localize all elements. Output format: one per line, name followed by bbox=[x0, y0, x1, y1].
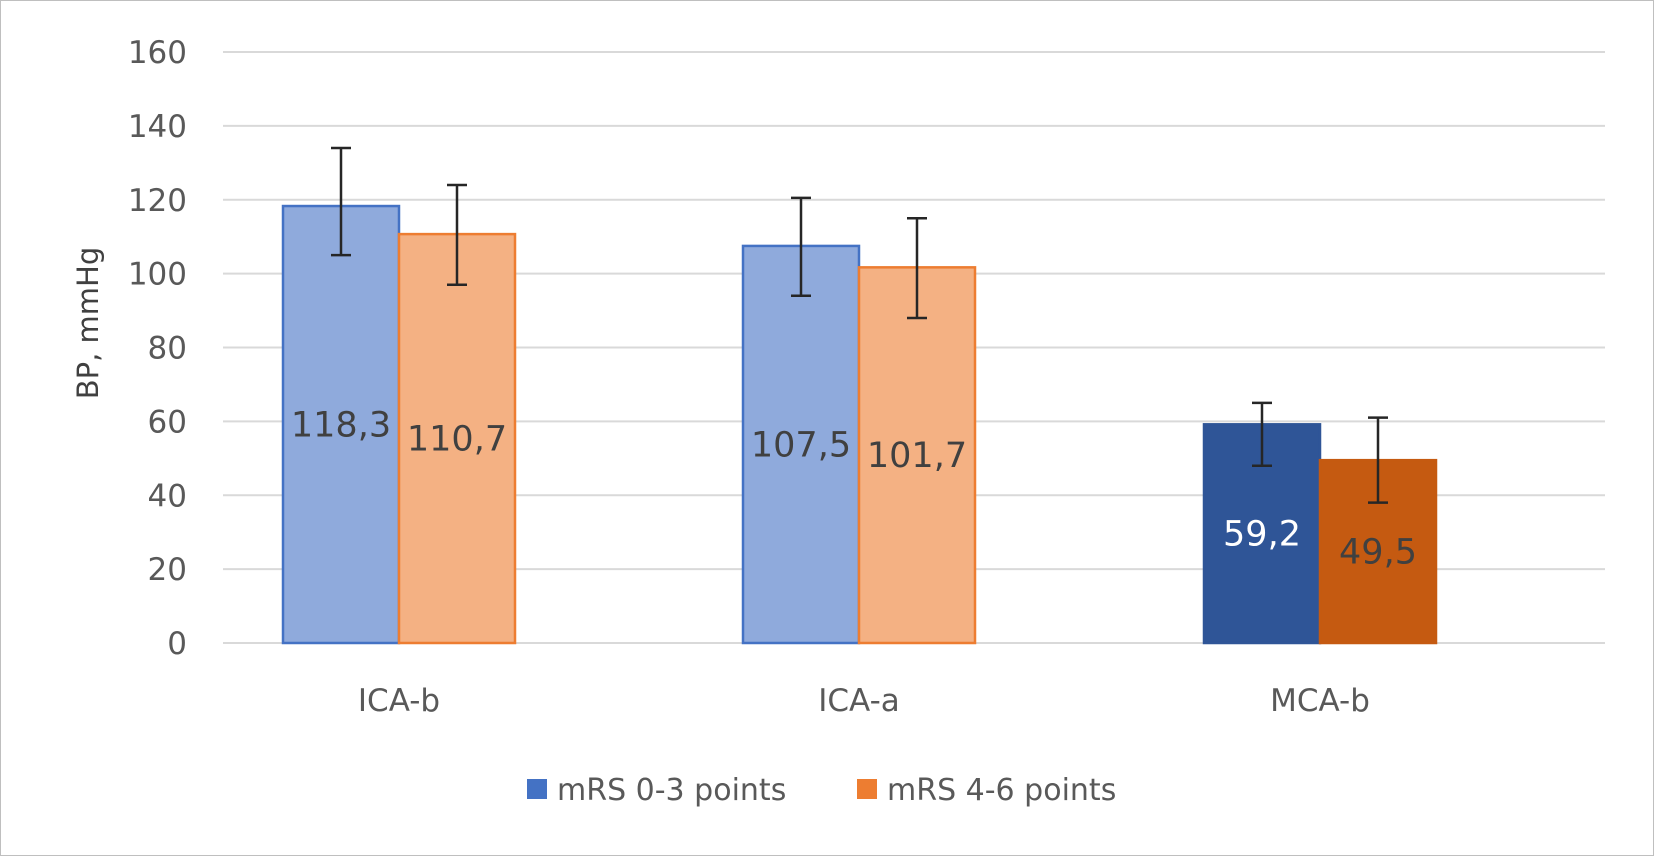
legend-item: mRS 4-6 points bbox=[857, 773, 1116, 808]
data-label: 107,5 bbox=[751, 425, 851, 465]
error-bar bbox=[1368, 416, 1388, 504]
y-axis-label: BP, mmHg bbox=[71, 247, 105, 400]
error-bar bbox=[447, 183, 467, 286]
bars bbox=[281, 204, 1438, 645]
data-label: 59,2 bbox=[1223, 515, 1301, 555]
data-label: 101,7 bbox=[867, 436, 967, 476]
error-bars bbox=[331, 146, 1388, 504]
x-category-label: MCA-b bbox=[1270, 683, 1370, 719]
legend-swatch bbox=[857, 779, 877, 799]
y-tick-label: 120 bbox=[128, 183, 187, 219]
y-tick-label: 80 bbox=[148, 331, 187, 367]
x-category-label: ICA-a bbox=[818, 683, 900, 719]
bar-ica-a-series-2 bbox=[857, 266, 977, 645]
bar-ica-b-series-2 bbox=[397, 232, 517, 645]
legend-label: mRS 4-6 points bbox=[887, 773, 1116, 808]
y-tick-label: 0 bbox=[167, 626, 187, 662]
data-label: 49,5 bbox=[1339, 533, 1417, 573]
data-label: 118,3 bbox=[291, 406, 391, 446]
legend-item: mRS 0-3 points bbox=[527, 773, 786, 808]
y-tick-label: 140 bbox=[128, 109, 187, 145]
data-labels: 118,3 110,7 107,5 101,7 59,2 49,5 bbox=[291, 406, 1417, 573]
error-bar bbox=[331, 146, 351, 257]
x-category-label: ICA-b bbox=[358, 683, 440, 719]
y-tick-label: 20 bbox=[148, 552, 187, 588]
y-tick-label: 60 bbox=[148, 404, 187, 440]
y-tick-label: 40 bbox=[148, 478, 187, 514]
y-axis-ticks: 0 20 40 60 80 100 120 140 160 bbox=[128, 35, 187, 662]
legend-swatch bbox=[527, 779, 547, 799]
legend-label: mRS 0-3 points bbox=[557, 773, 786, 808]
error-bar bbox=[791, 196, 811, 298]
data-label: 110,7 bbox=[407, 420, 507, 460]
legend: mRS 0-3 points mRS 4-6 points bbox=[527, 773, 1116, 808]
error-bar bbox=[907, 216, 927, 320]
y-tick-label: 100 bbox=[128, 257, 187, 293]
y-tick-label: 160 bbox=[128, 35, 187, 71]
x-axis-categories: ICA-b ICA-a MCA-b bbox=[358, 683, 1370, 719]
bar-ica-a-series-1 bbox=[741, 244, 861, 645]
error-bar bbox=[1252, 401, 1272, 467]
